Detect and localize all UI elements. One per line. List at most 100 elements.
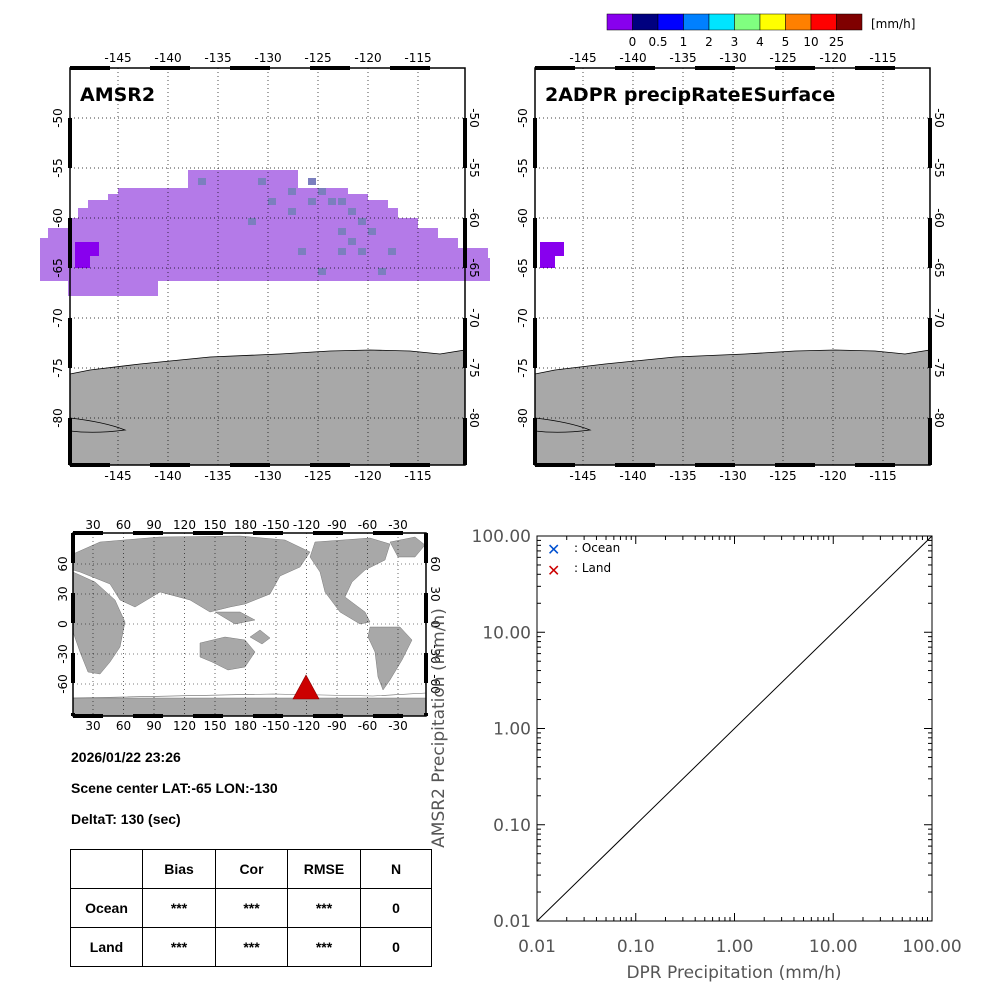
lat-tick-label-right: -80 [932,408,946,428]
lon-tick-label-bottom: -145 [104,469,131,482]
lon-tick-label-bottom: 150 [204,719,227,733]
lat-tick-label-left: -75 [516,358,530,378]
lon-tick-label-top: -115 [869,52,896,65]
lat-tick-label-right: -55 [932,158,946,178]
x-tick-label: 1.00 [716,937,754,957]
lat-tick-label-left: -65 [516,258,530,278]
antarctica-landmass [69,349,466,466]
lat-tick-label-right: -60 [428,674,442,694]
colorbar-label: 0 [629,35,637,49]
swath-band [118,188,348,194]
colorbar-unit: [mm/h] [871,17,915,31]
colorbar-cell [734,13,761,31]
lat-tick-label-right: -50 [467,108,481,128]
lon-tick-label-bottom: -60 [358,719,378,733]
lon-tick-label-bottom: -135 [669,469,696,482]
lat-tick-label-right: -70 [932,308,946,328]
lat-tick-label-right: -30 [428,644,442,664]
swath-band [188,170,298,188]
colorbar-cell [759,13,786,31]
light-rain-pixel [308,198,316,205]
y-axis-label: AMSR2 Precipitation (mm/h) [429,608,449,848]
lon-tick-label-bottom: -130 [254,469,281,482]
swath-band [108,194,368,200]
lon-tick-label-bottom: -120 [819,469,846,482]
ice-shelf-edge [534,417,592,433]
axis-ticks: 0.01 0.10 1.00 10.00 100.00 0.01 0.10 1.00 10.00… [472,527,962,957]
continent [72,571,126,675]
colorbar-labels: 0 0.5 1 2 3 4 5 10 25 [629,35,844,49]
swath-band [40,258,490,268]
colorbar-label: 25 [829,35,844,49]
lon-tick-label-top: -140 [154,52,181,65]
rain-pixel [540,242,564,256]
light-rain-pixels [198,178,396,275]
lat-tick-label-left: -60 [56,674,70,694]
land-legend-marker: ✕ [547,561,560,580]
lon-tick-label-bottom: -115 [404,469,431,482]
lat-tick-label-right: -60 [467,208,481,228]
continent [309,537,391,625]
colorbar-label: 1 [680,35,688,49]
lon-tick-label-top: -60 [358,518,378,532]
globe-locator-map: 30 60 90 120 150 180 -150 -120 -90 -60 -30 30 60 90 12… [56,518,442,733]
colorbar-cell [657,13,684,31]
lon-tick-label-top: 90 [146,518,161,532]
table-row: Ocean *** *** *** 0 [70,888,432,928]
amsr2-map: -145 -145 -140 -140 -135 -135 -130 -130 -125 -125… [40,52,490,482]
light-rain-pixel [258,178,266,185]
lon-tick-label-top: -140 [619,52,646,65]
continent [389,536,426,558]
lon-tick-label-top: 180 [234,518,257,532]
header-cell: Cor [215,849,288,889]
lat-tick-label-right: -55 [467,158,481,178]
lat-tick-label-right: -80 [467,408,481,428]
lon-tick-label-top: -125 [769,52,796,65]
rain-cell [540,242,564,268]
lon-tick-label-top: -125 [304,52,331,65]
lat-tick-label-left: -75 [51,358,65,378]
lat-tick-label-left: 0 [56,620,70,628]
continent [214,611,256,625]
lon-tick-label-top: -120 [293,518,320,532]
lat-tick-label-left: 30 [56,586,70,601]
scene-center: Scene center LAT:-65 LON:-130 [71,780,278,796]
ocean-legend-marker: ✕ [547,540,560,559]
light-rain-pixel [318,268,326,275]
scene-location-marker [292,674,320,700]
one-to-one-line [536,535,933,922]
colorbar-label: 10 [803,35,818,49]
light-rain-pixel [288,208,296,215]
lat-tick-label-left: -55 [51,158,65,178]
ice-shelf-edge [69,417,127,433]
lat-tick-label-right: -65 [467,258,481,278]
x-axis-label: DPR Precipitation (mm/h) [626,963,841,983]
lon-tick-label-top: -135 [204,52,231,65]
continent [199,636,256,671]
lon-tick-label-bottom: -145 [569,469,596,482]
lat-tick-label-left: -65 [51,258,65,278]
lat-tick-label-right: 0 [428,620,442,628]
light-rain-pixel [338,228,346,235]
lat-tick-label-right: -50 [932,108,946,128]
x-tick-label: 10.00 [809,937,858,957]
swath-band [88,200,388,208]
lat-tick-label-right: -70 [467,308,481,328]
lat-tick-label-left: -60 [516,208,530,228]
colorbar-cell [785,13,812,31]
y-tick-label: 100.00 [472,527,531,547]
lon-tick-label-top: -120 [354,52,381,65]
antarctica-landmass [534,349,931,466]
globe-frame [72,532,427,717]
lat-tick-label-right: -60 [932,208,946,228]
lon-tick-label-bottom: -125 [304,469,331,482]
y-tick-label: 0.01 [493,912,531,932]
lat-tick-label-left: -55 [516,158,530,178]
light-rain-pixel [338,248,346,255]
table-cell: *** [142,888,216,928]
light-rain-pixel [328,198,336,205]
x-tick-label: 100.00 [902,937,961,957]
x-tick-label: 0.10 [617,937,655,957]
rain-pixel [75,242,99,256]
light-rain-pixel [358,218,366,225]
